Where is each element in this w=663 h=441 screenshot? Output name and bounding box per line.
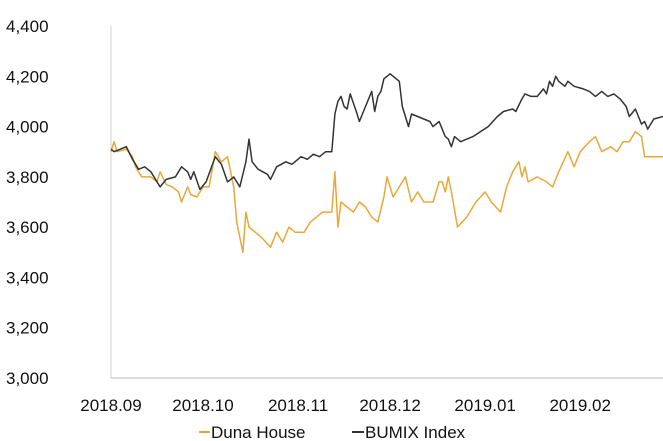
y-tick-label: 3,000 <box>6 369 49 388</box>
x-tick-label: 2019.01 <box>454 396 515 415</box>
y-tick-label: 3,800 <box>6 168 49 187</box>
series-group <box>110 73 663 254</box>
series-line-bumix-index <box>110 73 663 191</box>
legend-label-duna-house: Duna House <box>211 423 306 441</box>
legend-label-bumix-index: BUMIX Index <box>365 423 466 441</box>
series-line-duna-house <box>110 130 663 254</box>
y-axis: 3,000 3,200 3,400 3,600 3,800 4,000 4,200 4,400 <box>6 17 112 388</box>
legend-item-bumix-index: BUMIX Index <box>352 423 466 441</box>
x-tick-label: 2018.11 <box>268 396 328 415</box>
x-axis: 2018.09 2018.10 2018.11 2018.12 2019.01 2019.… <box>80 377 663 415</box>
y-tick-label: 3,200 <box>6 319 49 338</box>
y-tick-label: 4,000 <box>6 118 49 137</box>
x-tick-label: 2019.02 <box>549 396 610 415</box>
x-tick-label: 2018.09 <box>80 396 141 415</box>
legend: Duna House BUMIX Index <box>199 423 466 441</box>
legend-item-duna-house: Duna House <box>199 423 306 441</box>
x-tick-label: 2018.12 <box>359 396 420 415</box>
y-tick-label: 4,200 <box>6 67 49 86</box>
y-tick-label: 3,400 <box>6 268 49 287</box>
x-tick-label: 2018.10 <box>172 396 233 415</box>
y-tick-label: 4,400 <box>6 17 49 36</box>
y-tick-label: 3,600 <box>6 218 49 237</box>
